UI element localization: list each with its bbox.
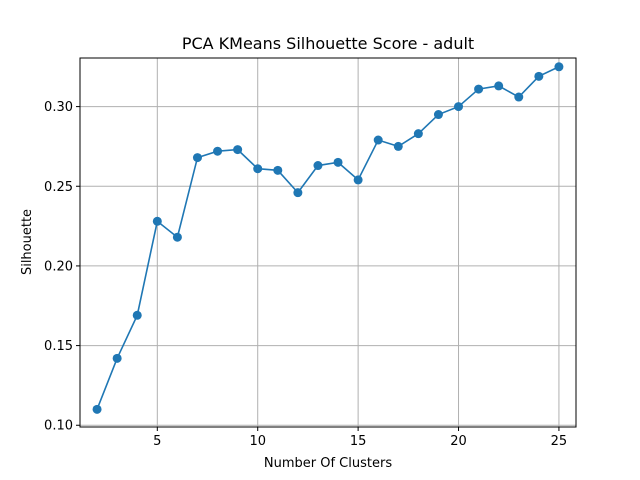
- data-point: [172, 232, 182, 242]
- x-tick-label: 20: [450, 434, 467, 449]
- plot-area-frame: [79, 57, 577, 428]
- data-point: [313, 161, 323, 171]
- data-point: [92, 404, 102, 414]
- series-layer: [92, 62, 564, 414]
- series-line: [96, 66, 560, 410]
- data-point: [112, 353, 122, 363]
- data-point: [413, 129, 423, 139]
- y-axis-label: Silhouette: [20, 209, 35, 275]
- data-point: [534, 71, 544, 81]
- data-point: [253, 164, 263, 174]
- data-point: [273, 165, 283, 175]
- data-point: [293, 188, 303, 198]
- y-tick-label: 0.30: [44, 100, 73, 115]
- y-tick-label: 0.10: [44, 419, 73, 434]
- data-point: [233, 145, 243, 155]
- data-point: [373, 135, 383, 145]
- axis-ticks: 5 10 15 20 25 0.10 0.15 0.20 0.25 0.30: [44, 100, 567, 449]
- x-axis-label: Number Of Clusters: [264, 456, 392, 471]
- data-point: [433, 110, 443, 120]
- data-point: [554, 62, 564, 72]
- x-tick-label: 15: [350, 434, 367, 449]
- x-tick-label: 10: [249, 434, 266, 449]
- data-point: [333, 157, 343, 167]
- x-tick-label: 5: [153, 434, 161, 449]
- x-tick-label: 25: [551, 434, 568, 449]
- data-point: [514, 92, 524, 102]
- data-point: [474, 84, 484, 94]
- data-point: [132, 310, 142, 320]
- chart-title: PCA KMeans Silhouette Score - adult: [182, 34, 474, 53]
- y-tick-label: 0.20: [44, 259, 73, 274]
- data-point: [353, 175, 363, 185]
- data-point: [213, 146, 223, 156]
- data-point: [393, 141, 403, 151]
- grid: [80, 58, 576, 427]
- data-point: [494, 81, 504, 91]
- y-tick-label: 0.15: [44, 339, 73, 354]
- data-point: [454, 102, 464, 112]
- data-point: [192, 153, 202, 163]
- data-point: [152, 216, 162, 226]
- y-tick-label: 0.25: [44, 180, 73, 195]
